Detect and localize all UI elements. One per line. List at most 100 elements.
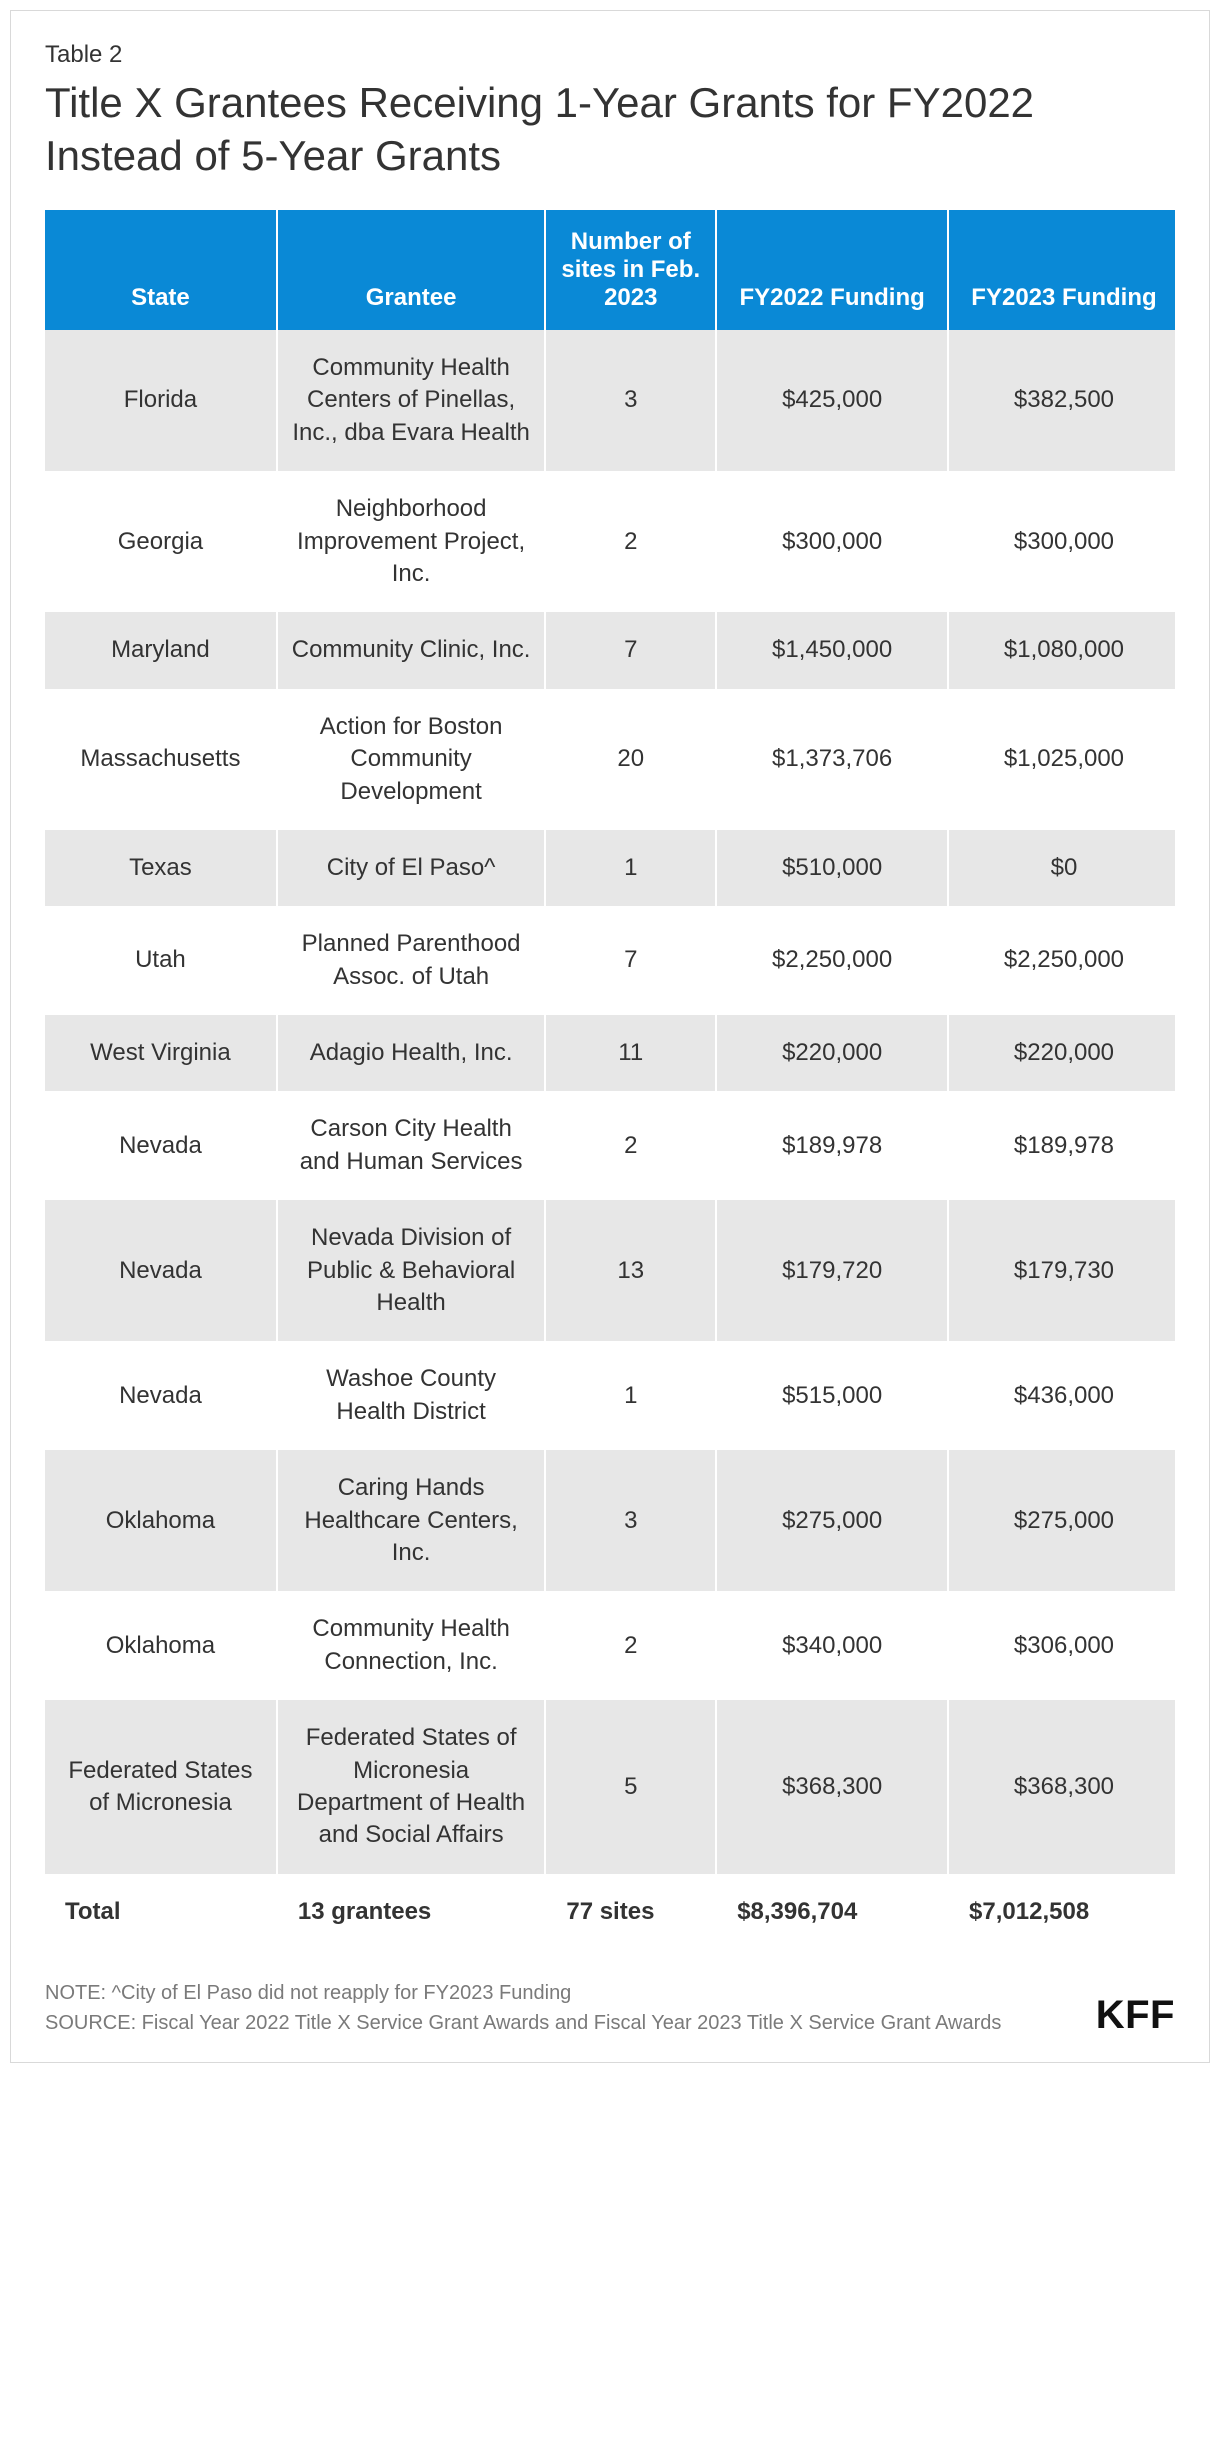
table-header-row: State Grantee Number of sites in Feb. 20… <box>45 210 1175 330</box>
cell-sites: 3 <box>545 1450 716 1591</box>
cell-sites: 7 <box>545 612 716 688</box>
cell-grantee: Adagio Health, Inc. <box>277 1015 545 1091</box>
cell-fy23: $1,025,000 <box>948 689 1175 830</box>
cell-state: Massachusetts <box>45 689 277 830</box>
note-text: NOTE: ^City of El Paso did not reapply f… <box>45 1978 1076 2008</box>
table-row: FloridaCommunity Health Centers of Pinel… <box>45 330 1175 471</box>
cell-state: Maryland <box>45 612 277 688</box>
cell-state: Oklahoma <box>45 1450 277 1591</box>
table-row: OklahomaCaring Hands Healthcare Centers,… <box>45 1450 1175 1591</box>
total-state: Total <box>45 1874 277 1950</box>
table-row: Federated States of MicronesiaFederated … <box>45 1700 1175 1874</box>
cell-sites: 11 <box>545 1015 716 1091</box>
grantees-table: State Grantee Number of sites in Feb. 20… <box>45 210 1175 1950</box>
cell-sites: 5 <box>545 1700 716 1874</box>
table-row: NevadaNevada Division of Public & Behavi… <box>45 1200 1175 1341</box>
cell-state: Nevada <box>45 1200 277 1341</box>
col-header-fy23: FY2023 Funding <box>948 210 1175 330</box>
cell-fy22: $515,000 <box>716 1341 948 1450</box>
cell-fy23: $368,300 <box>948 1700 1175 1874</box>
source-text: SOURCE: Fiscal Year 2022 Title X Service… <box>45 2008 1076 2038</box>
cell-fy23: $220,000 <box>948 1015 1175 1091</box>
cell-state: Texas <box>45 830 277 906</box>
total-fy22: $8,396,704 <box>716 1874 948 1950</box>
cell-fy23: $2,250,000 <box>948 906 1175 1015</box>
cell-grantee: Nevada Division of Public & Behavioral H… <box>277 1200 545 1341</box>
cell-sites: 13 <box>545 1200 716 1341</box>
total-sites: 77 sites <box>545 1874 716 1950</box>
cell-fy23: $179,730 <box>948 1200 1175 1341</box>
table-row: MarylandCommunity Clinic, Inc.7$1,450,00… <box>45 612 1175 688</box>
col-header-fy22: FY2022 Funding <box>716 210 948 330</box>
cell-state: Oklahoma <box>45 1591 277 1700</box>
cell-fy22: $510,000 <box>716 830 948 906</box>
table-row: TexasCity of El Paso^1$510,000$0−1 <box>45 830 1175 906</box>
table-title: Title X Grantees Receiving 1-Year Grants… <box>45 77 1175 182</box>
cell-sites: 1 <box>545 830 716 906</box>
cell-grantee: Action for Boston Community Development <box>277 689 545 830</box>
cell-state: Utah <box>45 906 277 1015</box>
table-row: UtahPlanned Parenthood Assoc. of Utah7$2… <box>45 906 1175 1015</box>
col-header-grantee: Grantee <box>277 210 545 330</box>
cell-state: Georgia <box>45 471 277 612</box>
cell-fy22: $189,978 <box>716 1091 948 1200</box>
table-footer: NOTE: ^City of El Paso did not reapply f… <box>45 1978 1175 2038</box>
cell-fy23: $306,000 <box>948 1591 1175 1700</box>
cell-sites: 7 <box>545 906 716 1015</box>
footer-notes: NOTE: ^City of El Paso did not reapply f… <box>45 1978 1076 2038</box>
cell-fy22: $368,300 <box>716 1700 948 1874</box>
cell-fy22: $425,000 <box>716 330 948 471</box>
cell-grantee: City of El Paso^ <box>277 830 545 906</box>
cell-grantee: Planned Parenthood Assoc. of Utah <box>277 906 545 1015</box>
cell-fy22: $300,000 <box>716 471 948 612</box>
cell-grantee: Neighborhood Improvement Project, Inc. <box>277 471 545 612</box>
table-card: Table 2 Title X Grantees Receiving 1-Yea… <box>10 10 1210 2063</box>
cell-fy22: $1,373,706 <box>716 689 948 830</box>
cell-fy23: $0 <box>948 830 1175 906</box>
cell-sites: 2 <box>545 1091 716 1200</box>
cell-fy23: $1,080,000 <box>948 612 1175 688</box>
cell-fy23: $300,000 <box>948 471 1175 612</box>
cell-fy23: $189,978 <box>948 1091 1175 1200</box>
total-grantee: 13 grantees <box>277 1874 545 1950</box>
cell-fy22: $275,000 <box>716 1450 948 1591</box>
table-scroll-region: State Grantee Number of sites in Feb. 20… <box>45 210 1175 1950</box>
col-header-state: State <box>45 210 277 330</box>
cell-state: Nevada <box>45 1341 277 1450</box>
table-row: OklahomaCommunity Health Connection, Inc… <box>45 1591 1175 1700</box>
cell-grantee: Caring Hands Healthcare Centers, Inc. <box>277 1450 545 1591</box>
table-number: Table 2 <box>45 41 1175 69</box>
cell-grantee: Washoe County Health District <box>277 1341 545 1450</box>
cell-state: West Virginia <box>45 1015 277 1091</box>
cell-fy23: $382,500 <box>948 330 1175 471</box>
cell-state: Nevada <box>45 1091 277 1200</box>
table-row: West VirginiaAdagio Health, Inc.11$220,0… <box>45 1015 1175 1091</box>
cell-fy22: $340,000 <box>716 1591 948 1700</box>
table-row: NevadaWashoe County Health District1$515… <box>45 1341 1175 1450</box>
cell-sites: 20 <box>545 689 716 830</box>
cell-fy22: $2,250,000 <box>716 906 948 1015</box>
col-header-sites: Number of sites in Feb. 2023 <box>545 210 716 330</box>
cell-sites: 1 <box>545 1341 716 1450</box>
kff-logo: KFF <box>1096 1993 1175 2038</box>
cell-grantee: Community Health Connection, Inc. <box>277 1591 545 1700</box>
cell-grantee: Carson City Health and Human Services <box>277 1091 545 1200</box>
cell-fy22: $179,720 <box>716 1200 948 1341</box>
table-body: FloridaCommunity Health Centers of Pinel… <box>45 330 1175 1950</box>
cell-sites: 3 <box>545 330 716 471</box>
cell-state: Florida <box>45 330 277 471</box>
cell-sites: 2 <box>545 471 716 612</box>
cell-fy23: $436,000 <box>948 1341 1175 1450</box>
cell-fy22: $220,000 <box>716 1015 948 1091</box>
total-fy23: $7,012,508 <box>948 1874 1175 1950</box>
cell-grantee: Community Clinic, Inc. <box>277 612 545 688</box>
cell-grantee: Federated States of Micronesia Departmen… <box>277 1700 545 1874</box>
table-row: MassachusettsAction for Boston Community… <box>45 689 1175 830</box>
cell-fy23: $275,000 <box>948 1450 1175 1591</box>
cell-fy22: $1,450,000 <box>716 612 948 688</box>
cell-grantee: Community Health Centers of Pinellas, In… <box>277 330 545 471</box>
table-row: NevadaCarson City Health and Human Servi… <box>45 1091 1175 1200</box>
cell-sites: 2 <box>545 1591 716 1700</box>
cell-state: Federated States of Micronesia <box>45 1700 277 1874</box>
table-row: GeorgiaNeighborhood Improvement Project,… <box>45 471 1175 612</box>
